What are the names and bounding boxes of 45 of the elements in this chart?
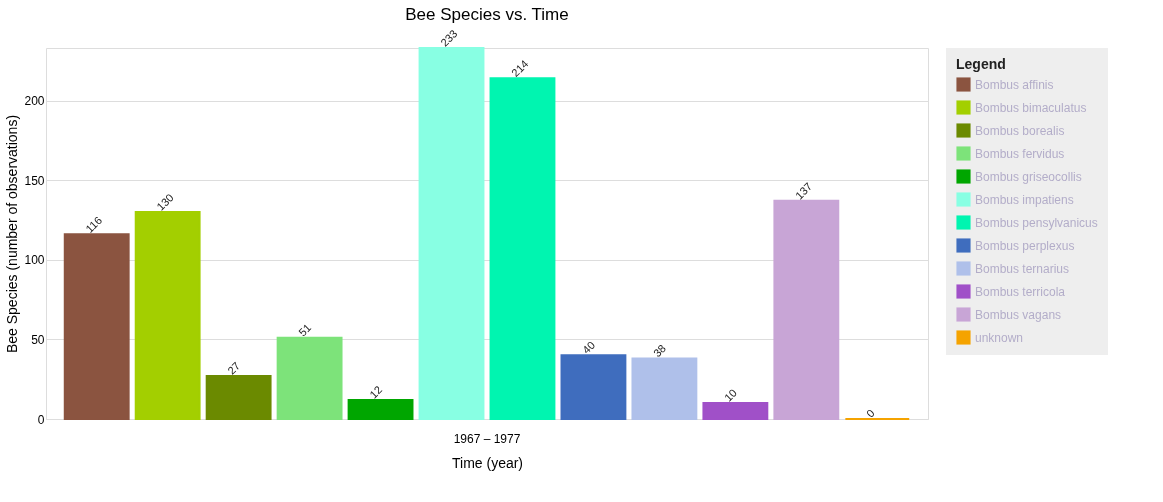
data-label: 10 xyxy=(721,386,740,404)
bar xyxy=(276,336,343,420)
bar xyxy=(63,233,130,420)
bar xyxy=(205,375,272,420)
data-label: 38 xyxy=(650,342,669,360)
legend-label: Bombus borealis xyxy=(975,123,1065,138)
y-tick-label: 100 xyxy=(24,253,45,268)
legend-label: Bombus terricola xyxy=(975,284,1066,299)
bar xyxy=(702,402,769,420)
legend-label: Bombus perplexus xyxy=(975,238,1075,253)
data-label: 27 xyxy=(225,359,243,377)
legend-label: Bombus affinis xyxy=(975,77,1054,92)
data-label: 40 xyxy=(580,338,598,357)
legend-label: Bombus ternarius xyxy=(975,261,1070,276)
data-label: 116 xyxy=(83,214,105,235)
data-label: 233 xyxy=(438,27,460,49)
legend-title: Legend xyxy=(956,56,1006,72)
legend-label: Bombus impatiens xyxy=(975,192,1074,207)
legend-label: unknown xyxy=(975,330,1024,345)
legend-label: Bombus fervidus xyxy=(975,146,1065,161)
legend-label: Bombus pensylvanicus xyxy=(975,215,1098,230)
y-tick-label: 0 xyxy=(37,412,45,427)
data-label: 0 xyxy=(863,406,877,420)
chart-title: Bee Species vs. Time xyxy=(405,4,569,24)
y-tick-label: 150 xyxy=(24,173,45,188)
legend-label: Bombus griseocollis xyxy=(975,169,1082,184)
data-label: 137 xyxy=(792,180,815,202)
bar xyxy=(631,357,698,420)
data-label: 130 xyxy=(154,191,176,213)
y-axis-title: Bee Species (number of observations) xyxy=(4,114,21,354)
data-label: 51 xyxy=(296,321,314,339)
legend-label: Bombus vagans xyxy=(975,307,1062,322)
y-tick-label: 50 xyxy=(31,332,45,347)
bar xyxy=(489,77,556,420)
legend-label: Bombus bimaculatus xyxy=(975,100,1087,115)
x-tick-label: 1967 – 1977 xyxy=(453,431,521,446)
bar xyxy=(418,47,485,420)
bar xyxy=(773,199,840,420)
data-label: 12 xyxy=(367,383,385,401)
bar xyxy=(347,398,414,420)
x-axis-title: Time (year) xyxy=(451,454,524,471)
bar xyxy=(560,354,627,420)
data-label: 214 xyxy=(509,57,531,79)
y-tick-label: 200 xyxy=(24,94,45,109)
bar xyxy=(134,211,201,420)
